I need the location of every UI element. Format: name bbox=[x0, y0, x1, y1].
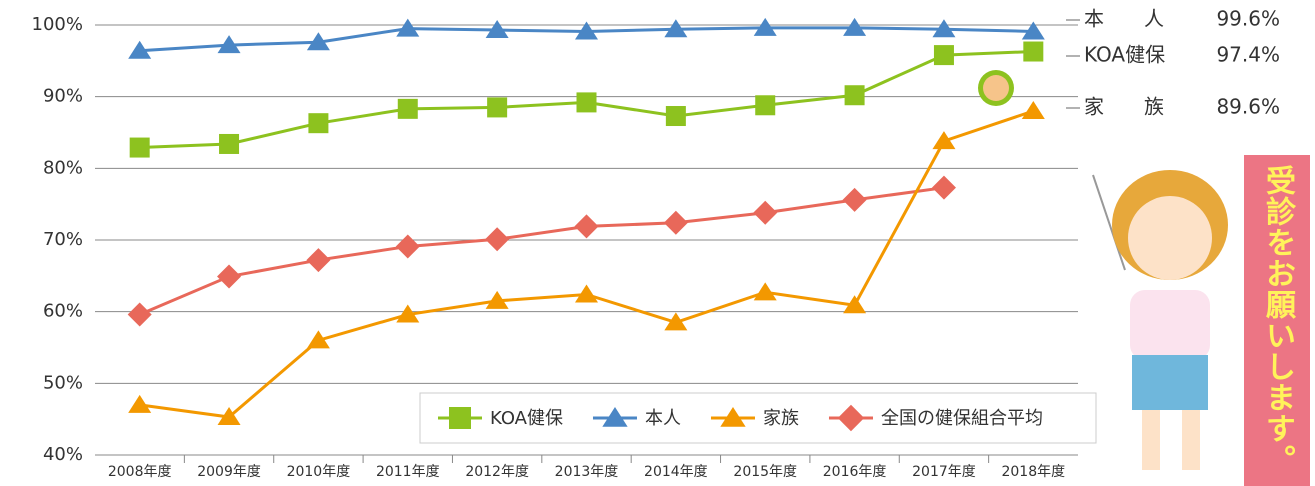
annotation-label: 本 人 bbox=[1084, 7, 1164, 31]
marker bbox=[932, 176, 956, 200]
x-tick-label: 2010年度 bbox=[287, 464, 351, 480]
marker bbox=[1022, 101, 1045, 119]
y-tick-label: 50% bbox=[43, 372, 83, 393]
x-tick-label: 2016年度 bbox=[823, 464, 887, 480]
marker bbox=[934, 45, 954, 65]
x-tick-label: 2011年度 bbox=[376, 464, 440, 480]
y-tick-label: 100% bbox=[32, 14, 83, 35]
y-tick-label: 60% bbox=[43, 301, 83, 322]
marker bbox=[753, 201, 777, 225]
x-tick-label: 2013年度 bbox=[555, 464, 619, 480]
x-tick-label: 2017年度 bbox=[912, 464, 976, 480]
marker bbox=[398, 99, 418, 119]
marker bbox=[754, 282, 777, 300]
chart: 40% 50% 60% 70% 80% 90% 100% 2008年度 2009年度 2010年度… bbox=[0, 0, 1315, 486]
marker bbox=[396, 234, 420, 258]
legend: KOA健保 本人 家族 全国の健保組合平均 bbox=[420, 393, 1096, 443]
annotation-label: 家 族 bbox=[1084, 95, 1164, 119]
marker bbox=[843, 188, 867, 212]
marker bbox=[306, 248, 330, 272]
series-line bbox=[140, 111, 1034, 417]
x-tick-label: 2008年度 bbox=[108, 464, 172, 480]
side-banner: 受診をお願いします。 bbox=[1244, 155, 1310, 486]
y-tick-label: 80% bbox=[43, 157, 83, 178]
marker bbox=[487, 97, 507, 117]
marker bbox=[308, 113, 328, 133]
y-tick-label: 90% bbox=[43, 86, 83, 107]
x-tick-label: 2009年度 bbox=[197, 464, 261, 480]
plot: 40% 50% 60% 70% 80% 90% 100% 2008年度 2009年度 2010年度… bbox=[32, 14, 1096, 480]
marker bbox=[755, 95, 775, 115]
marker bbox=[128, 395, 151, 413]
marker bbox=[128, 303, 152, 327]
girl-illustration bbox=[1093, 170, 1228, 470]
marker bbox=[485, 227, 509, 251]
page: 40% 50% 60% 70% 80% 90% 100% 2008年度 2009年度 2010年度… bbox=[0, 0, 1315, 486]
annotation-value: 97.4% bbox=[1216, 43, 1280, 67]
x-tick-label: 2015年度 bbox=[733, 464, 797, 480]
annotation-value: 99.6% bbox=[1216, 7, 1280, 31]
marker bbox=[217, 265, 241, 289]
x-tick-label: 2018年度 bbox=[1001, 464, 1065, 480]
legend-label: 家族 bbox=[763, 408, 799, 429]
face-icon-inner bbox=[983, 75, 1009, 101]
x-tick-label: 2012年度 bbox=[465, 464, 529, 480]
series-line bbox=[140, 188, 944, 315]
legend-label: KOA健保 bbox=[490, 408, 563, 429]
annotation-label: KOA健保 bbox=[1084, 43, 1165, 67]
marker bbox=[845, 85, 865, 105]
marker bbox=[1023, 42, 1043, 62]
marker bbox=[130, 138, 150, 158]
marker bbox=[666, 106, 686, 126]
y-tick-label: 40% bbox=[43, 444, 83, 465]
marker bbox=[932, 131, 955, 149]
marker bbox=[575, 284, 598, 302]
marker bbox=[664, 211, 688, 235]
legend-label: 本人 bbox=[645, 408, 681, 429]
legend-label: 全国の健保組合平均 bbox=[881, 408, 1043, 429]
marker bbox=[219, 134, 239, 154]
y-tick-label: 70% bbox=[43, 229, 83, 250]
marker bbox=[575, 214, 599, 238]
annotation-value: 89.6% bbox=[1216, 95, 1280, 119]
marker bbox=[449, 407, 471, 429]
marker bbox=[577, 92, 597, 112]
x-tick-label: 2014年度 bbox=[644, 464, 708, 480]
